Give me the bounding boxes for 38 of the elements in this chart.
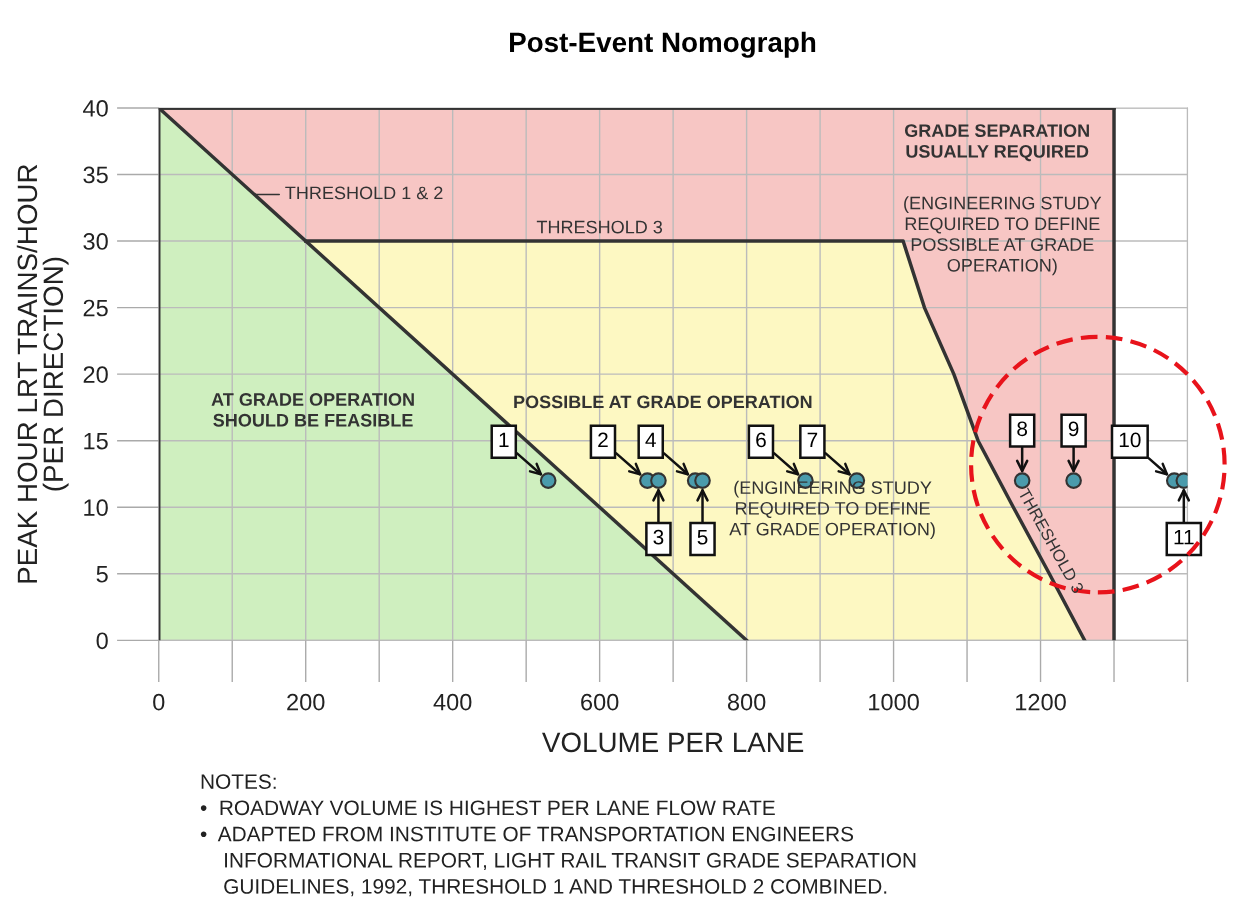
y-tick-label: 20 [83,366,108,383]
x-tick-label: 600 [581,693,619,711]
annotation: 9 [1068,421,1079,437]
x-tick-label: 0 [153,693,165,711]
x-tick-label: 1200 [1016,693,1066,711]
x-tick-label: 800 [727,693,766,711]
x-tick-label: 400 [433,693,472,711]
y-tick-label: 0 [96,632,108,650]
annotation: 6 [756,432,766,448]
annotation: 7 [807,432,818,448]
text: NOTES: • ROADWAY VOLUME IS HIGHEST PER LANE FLOW RATE • ADAPTED FROM INSTITUTE OF TRANSPORTATION ENGINEERS INFORMATIONAL REPORT, LIGHT RAIL TRANSIT GRADE SEPARATION GUIDELINES, 1992, THRESHOLD 1 AND THRESHOLD 2 COMBINED. [200,774,916,897]
annotation: AT GRADE OPERATION SHOULD BE FEASIBLE [211,393,414,427]
x-tick-label: 200 [287,693,325,711]
annotation: THRESHOLD 3 [536,220,663,234]
annotation: 10 [1119,432,1141,448]
annotation: 3 [653,529,664,545]
y-axis-title: PEAK HOUR LRT TRAINS/HOUR (PER DIRECTION) [16,164,69,583]
y-tick-label: 25 [83,299,108,317]
y-tick-label: 5 [96,566,108,583]
annotation: 8 [1017,421,1028,437]
y-tick-label: 15 [84,433,108,450]
annotation: 5 [697,530,708,545]
annotation: 1 [499,432,509,448]
y-tick-label: 40 [83,100,108,117]
y-tick-label: 35 [83,166,108,184]
x-tick-label: 1000 [869,693,919,711]
x-axis-title: VOLUME PER LANE [542,732,804,753]
annotation: THRESHOLD 1 & 2 [285,186,443,200]
annotation: 11 [1174,530,1194,545]
annotation: GRADE SEPARATION USUALLY REQUIRED [904,124,1089,162]
y-tick-label: 10 [84,499,108,517]
annotation: (ENGINEERING STUDY REQUIRED TO DEFINE POSSIBLE AT GRADE OPERATION) [904,196,1102,276]
annotation: POSSIBLE AT GRADE OPERATION [514,395,812,409]
annotation: 2 [598,432,608,448]
y-tick-label: 30 [83,233,108,250]
annotation: 4 [645,432,656,448]
annotation: (ENGINEERING STUDY REQUIRED TO DEFINE AT GRADE OPERATION) [729,480,935,540]
chart-title: Post-Event Nomograph [510,31,816,58]
